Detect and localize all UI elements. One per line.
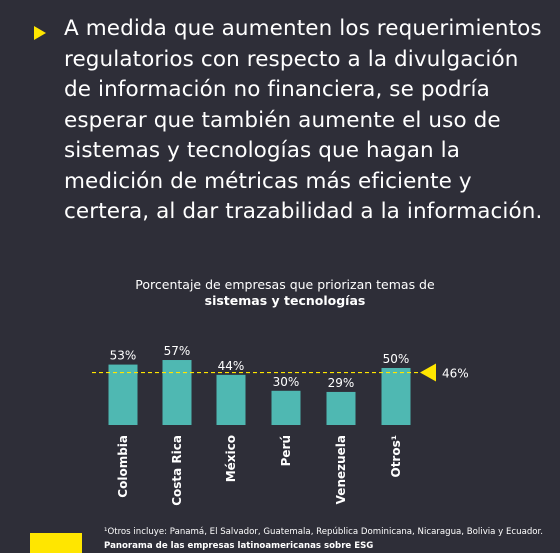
bar-4 bbox=[326, 391, 356, 425]
chart-title-line1: Porcentaje de empresas que priorizan tem… bbox=[135, 277, 435, 292]
data-label-0: 53% bbox=[110, 349, 137, 363]
bar-1 bbox=[162, 360, 192, 425]
bar-chart: 53% Colombia 57% Costa Rica 44% México 30% Perú… bbox=[92, 344, 469, 506]
bar-0 bbox=[108, 364, 138, 425]
data-label-5: 50% bbox=[383, 352, 410, 366]
reference-marker-icon bbox=[420, 363, 436, 382]
category-label-0: Colombia bbox=[116, 435, 130, 498]
data-label-4: 29% bbox=[328, 376, 355, 390]
brand-block bbox=[30, 533, 82, 553]
category-label-5: Otros¹ bbox=[389, 435, 403, 478]
headline-text: A medida que aumenten los requerimientos… bbox=[64, 16, 543, 224]
reference-label: 46% bbox=[442, 367, 469, 381]
chart-title-line2: sistemas y tecnologías bbox=[204, 293, 366, 308]
data-label-2: 44% bbox=[218, 359, 245, 373]
bar-3 bbox=[271, 390, 301, 425]
bar-5 bbox=[381, 368, 411, 425]
category-label-4: Venezuela bbox=[334, 435, 348, 504]
source-text: Panorama de las empresas latinoamericana… bbox=[104, 541, 374, 551]
data-label-1: 57% bbox=[164, 344, 191, 358]
bar-2 bbox=[216, 374, 246, 425]
category-label-3: Perú bbox=[279, 435, 293, 466]
category-label-1: Costa Rica bbox=[170, 435, 184, 506]
data-label-3: 30% bbox=[273, 375, 300, 389]
footnote: ¹Otros incluye: Panamá, El Salvador, Gua… bbox=[104, 527, 544, 537]
category-label-2: México bbox=[224, 435, 238, 482]
bullet-arrow-icon bbox=[34, 26, 46, 40]
chart-title: Porcentaje de empresas que priorizan tem… bbox=[90, 277, 480, 309]
